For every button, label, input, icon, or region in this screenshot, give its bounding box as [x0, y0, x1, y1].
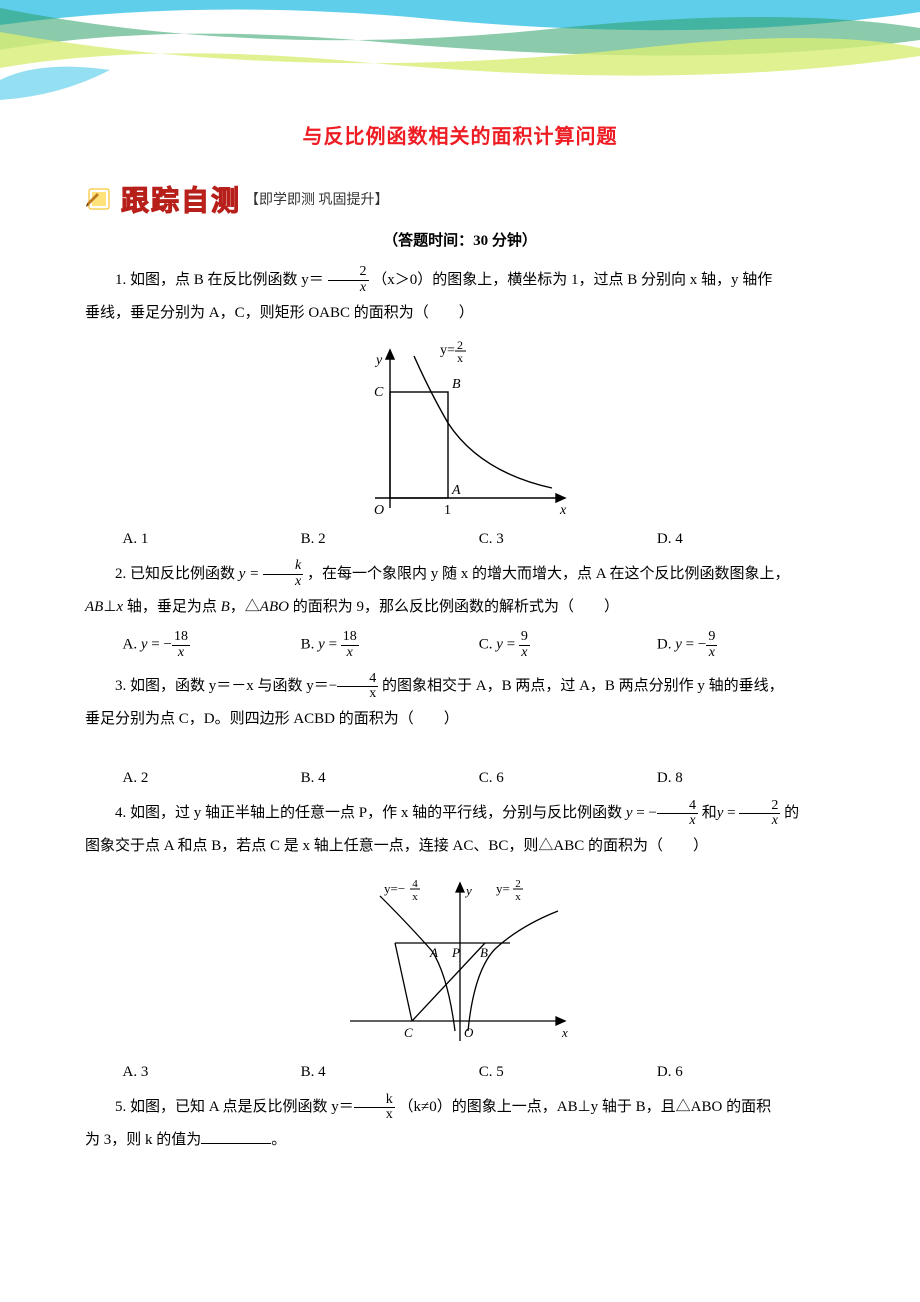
q1-options: A. 1 B. 2 C. 3 D. 4	[85, 531, 835, 548]
tracker-label: 跟踪自测	[121, 179, 241, 219]
svg-text:x: x	[412, 891, 418, 903]
q1-figure: y x O C B A 1 y= 2 x	[85, 338, 835, 523]
q3-opt-b: B. 4	[301, 770, 479, 787]
q1-opt-d: D. 4	[657, 531, 835, 548]
svg-text:B: B	[480, 945, 488, 960]
q2-opt-d: D. y = −9x	[657, 630, 835, 660]
svg-text:2: 2	[515, 878, 521, 890]
svg-text:y=: y=	[440, 343, 455, 358]
q3-line1: 3. 如图，函数 y＝－x 与函数 y＝−4x 的图象相交于 A，B 两点，过 …	[85, 670, 835, 703]
q4-options: A. 3 B. 4 C. 5 D. 6	[85, 1064, 835, 1081]
q4-opt-d: D. 6	[657, 1064, 835, 1081]
svg-text:P: P	[451, 945, 460, 960]
svg-text:O: O	[374, 503, 384, 518]
q4-figure: y x O C A P B y=− 4 x y= 2 x	[85, 871, 835, 1056]
q1-line2: 垂线，垂足分别为 A，C，则矩形 OABC 的面积为（ ）	[85, 297, 835, 330]
q1-line1: 1. 如图，点 B 在反比例函数 y＝ 2x （x＞0）的图象上，横坐标为 1，…	[85, 264, 835, 297]
svg-text:y=: y=	[496, 881, 510, 896]
page-title: 与反比例函数相关的面积计算问题	[85, 120, 835, 149]
q2-line2: AB⊥x 轴，垂足为点 B，△ABO 的面积为 9，那么反比例函数的解析式为（ …	[85, 591, 835, 624]
q1-opt-b: B. 2	[301, 531, 479, 548]
q3-opt-a: A. 2	[123, 770, 301, 787]
q2-opt-a: A. y = −18x	[123, 630, 301, 660]
svg-text:O: O	[464, 1025, 474, 1040]
svg-text:4: 4	[412, 878, 418, 890]
page-content: 与反比例函数相关的面积计算问题 跟踪自测 【即学即测 巩固提升】 （答题时间：3…	[0, 0, 920, 1197]
timer-text: （答题时间：30 分钟）	[85, 229, 835, 250]
svg-text:A: A	[429, 945, 438, 960]
svg-text:C: C	[404, 1025, 413, 1040]
q3-opt-d: D. 8	[657, 770, 835, 787]
svg-text:x: x	[457, 351, 463, 365]
q4-opt-c: C. 5	[479, 1064, 657, 1081]
q3-line2: 垂足分别为点 C，D。则四边形 ACBD 的面积为（ ）	[85, 703, 835, 736]
svg-text:x: x	[515, 891, 521, 903]
svg-text:x: x	[559, 503, 567, 518]
svg-text:y=−: y=−	[384, 881, 405, 896]
q2-line1: 2. 已知反比例函数 y = kx ，在每一个象限内 y 随 x 的增大而增大，…	[85, 558, 835, 591]
svg-text:1: 1	[444, 503, 451, 518]
svg-text:x: x	[561, 1025, 568, 1040]
svg-text:y: y	[464, 883, 472, 898]
q2-options: A. y = −18x B. y = 18x C. y = 9x D. y = …	[85, 630, 835, 660]
q4-opt-b: B. 4	[301, 1064, 479, 1081]
q3-options: A. 2 B. 4 C. 6 D. 8	[85, 770, 835, 787]
q1-opt-c: C. 3	[479, 531, 657, 548]
q2-opt-c: C. y = 9x	[479, 630, 657, 660]
q5-line2: 为 3，则 k 的值为。	[85, 1124, 835, 1157]
q4-line1: 4. 如图，过 y 轴正半轴上的任意一点 P，作 x 轴的平行线，分别与反比例函…	[85, 797, 835, 830]
svg-text:2: 2	[457, 338, 463, 352]
q4-line2: 图象交于点 A 和点 B，若点 C 是 x 轴上任意一点，连接 AC、BC，则△…	[85, 830, 835, 863]
q1-opt-a: A. 1	[123, 531, 301, 548]
tracker-sub: 【即学即测 巩固提升】	[245, 189, 389, 209]
q5-line1: 5. 如图，已知 A 点是反比例函数 y＝kx （k≠0）的图象上一点，AB⊥y…	[85, 1091, 835, 1124]
note-icon	[85, 185, 117, 213]
svg-text:C: C	[374, 385, 384, 400]
q2-opt-b: B. y = 18x	[301, 630, 479, 660]
q3-figure-gap	[85, 736, 835, 764]
q5-blank	[201, 1143, 271, 1144]
svg-text:A: A	[451, 483, 461, 498]
svg-text:B: B	[452, 377, 461, 392]
section-tracker: 跟踪自测 【即学即测 巩固提升】	[85, 179, 835, 219]
q3-opt-c: C. 6	[479, 770, 657, 787]
svg-text:y: y	[374, 353, 383, 368]
q4-opt-a: A. 3	[123, 1064, 301, 1081]
